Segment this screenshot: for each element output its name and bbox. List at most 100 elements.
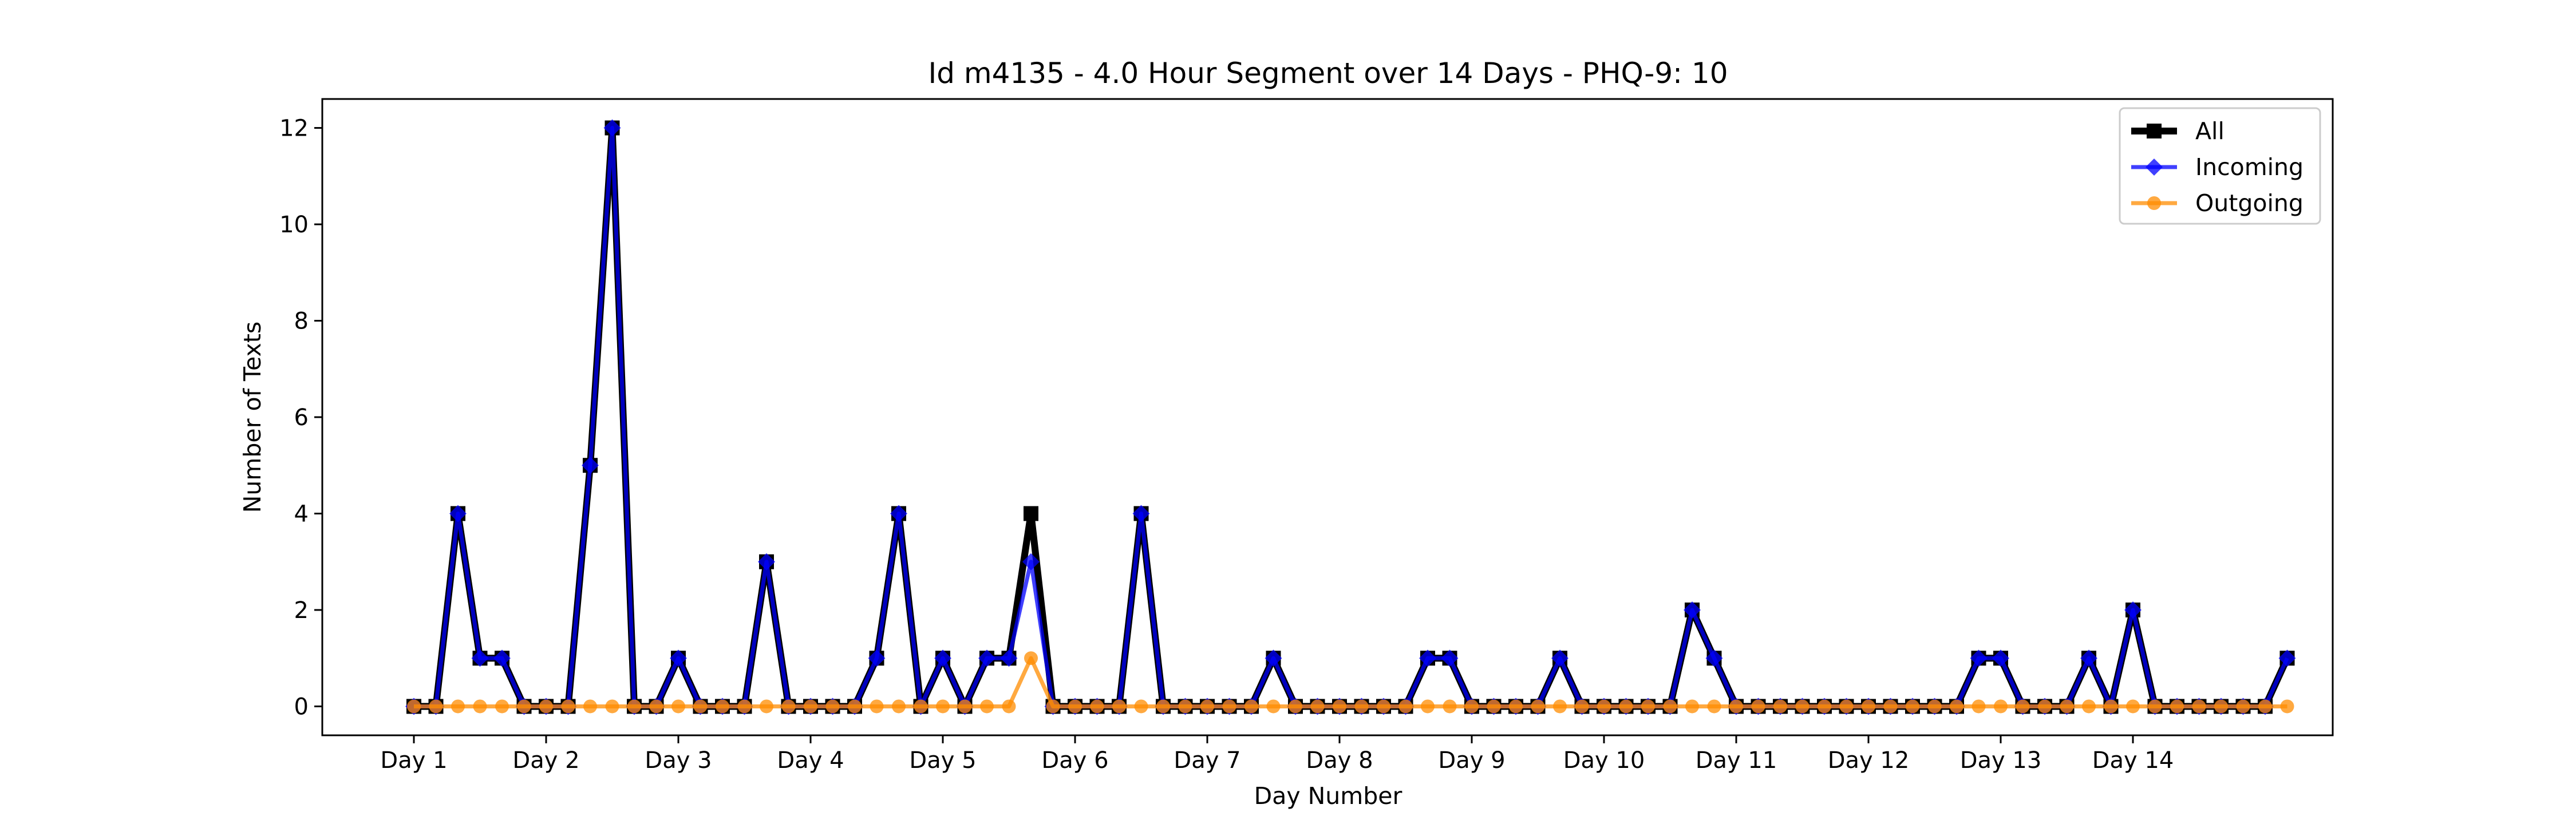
x-axis: Day 1 Day 2 Day 3 Day 4 Day 5 Day 6 Day 7 Day 8…: [380, 735, 2174, 774]
y-tick-label: 12: [279, 116, 309, 142]
data-point-outgoing: [2170, 699, 2184, 714]
y-tick-label: 8: [294, 308, 309, 335]
data-point-outgoing: [1354, 699, 1369, 714]
data-point-outgoing: [1156, 699, 1170, 714]
series-outgoing: [407, 651, 2294, 714]
legend-label: Incoming: [2195, 153, 2304, 181]
data-point-outgoing: [1685, 699, 1699, 714]
data-point-outgoing: [1663, 699, 1677, 714]
data-point-incoming: [493, 649, 511, 667]
data-point-outgoing: [1421, 699, 1435, 714]
data-point-outgoing: [1333, 699, 1346, 714]
data-point-outgoing: [2126, 699, 2140, 714]
data-point-outgoing: [1487, 699, 1501, 714]
data-point-incoming: [1970, 649, 1988, 667]
data-point-outgoing: [1178, 699, 1192, 714]
data-point-incoming: [1022, 553, 1040, 571]
chart-title: Id m4135 - 4.0 Hour Segment over 14 Days…: [928, 57, 1728, 90]
data-point-outgoing: [2236, 699, 2250, 714]
data-point-outgoing: [539, 699, 553, 714]
data-point-outgoing: [407, 699, 421, 714]
data-point-outgoing: [825, 699, 840, 714]
y-tick-label: 4: [294, 501, 309, 527]
x-axis-title: Day Number: [1254, 782, 1402, 810]
data-point-incoming: [1132, 505, 1150, 522]
data-point-outgoing: [451, 699, 465, 714]
data-point-outgoing: [2082, 699, 2096, 714]
data-point-outgoing: [1839, 699, 1854, 714]
data-point-incoming: [1551, 649, 1568, 667]
legend: All Incoming Outgoing: [2119, 107, 2321, 225]
data-point-outgoing: [1862, 699, 1875, 714]
data-point-outgoing: [561, 699, 575, 714]
data-point-outgoing: [848, 699, 862, 714]
data-point-incoming: [603, 119, 621, 137]
x-tick-label: Day 10: [1563, 747, 1645, 774]
data-point-outgoing: [892, 699, 906, 714]
data-point-outgoing: [1068, 699, 1082, 714]
data-point-outgoing: [2060, 699, 2074, 714]
data-point-incoming: [978, 649, 995, 667]
data-point-outgoing: [2192, 699, 2206, 714]
data-point-incoming: [1684, 601, 1701, 619]
data-point-outgoing: [1200, 699, 1214, 714]
data-point-outgoing: [495, 699, 509, 714]
legend-marker: [2147, 124, 2162, 138]
data-point-outgoing: [760, 699, 773, 714]
x-tick-label: Day 14: [2092, 747, 2174, 774]
data-point-outgoing: [958, 699, 972, 714]
data-point-incoming: [758, 553, 775, 571]
data-point-outgoing: [1795, 699, 1809, 714]
data-point-outgoing: [1597, 699, 1611, 714]
data-point-outgoing: [693, 699, 708, 714]
data-point-outgoing: [2148, 699, 2162, 714]
data-point-incoming: [2124, 601, 2142, 619]
x-tick-label: Day 6: [1041, 747, 1108, 774]
data-point-outgoing: [2280, 699, 2294, 714]
data-point-outgoing: [517, 699, 531, 714]
data-point-outgoing: [1024, 651, 1038, 665]
data-point-incoming: [1265, 649, 1282, 667]
x-tick-label: Day 3: [645, 747, 712, 774]
data-point-incoming: [471, 649, 489, 667]
data-point-incoming: [670, 649, 687, 667]
data-point-outgoing: [2214, 699, 2228, 714]
data-point-outgoing: [781, 699, 796, 714]
y-axis: 0 2 4 6 8 10 12: [279, 116, 322, 720]
data-point-outgoing: [1310, 699, 1325, 714]
data-point-outgoing: [1994, 699, 2008, 714]
data-point-outgoing: [1773, 699, 1787, 714]
legend-item-incoming: Incoming: [2131, 153, 2304, 181]
data-point-incoming: [1419, 649, 1436, 667]
data-point-outgoing: [429, 699, 443, 714]
data-point-outgoing: [716, 699, 729, 714]
data-point-outgoing: [2104, 699, 2118, 714]
x-tick-label: Day 11: [1696, 747, 1777, 774]
data-point-outgoing: [804, 699, 817, 714]
x-tick-label: Day 7: [1174, 747, 1240, 774]
legend-label: All: [2195, 117, 2225, 145]
data-point-outgoing: [1244, 699, 1258, 714]
y-tick-label: 6: [294, 405, 309, 431]
data-point-incoming: [1992, 649, 2009, 667]
x-tick-label: Day 2: [512, 747, 579, 774]
data-point-all: [1024, 506, 1038, 521]
legend-marker: [2146, 159, 2163, 176]
series-layer: [405, 119, 2296, 715]
data-point-outgoing: [1377, 699, 1390, 714]
data-point-outgoing: [671, 699, 685, 714]
data-point-outgoing: [583, 699, 597, 714]
legend-box: [2119, 107, 2321, 225]
y-tick-label: 10: [279, 212, 309, 238]
data-point-outgoing: [473, 699, 487, 714]
data-point-outgoing: [1465, 699, 1479, 714]
data-point-outgoing: [1289, 699, 1302, 714]
x-tick-label: Day 12: [1828, 747, 1910, 774]
data-point-incoming: [449, 505, 467, 522]
data-point-incoming: [868, 649, 886, 667]
data-point-outgoing: [649, 699, 663, 714]
data-point-outgoing: [1531, 699, 1545, 714]
data-point-outgoing: [1112, 699, 1126, 714]
y-tick-label: 0: [294, 694, 309, 720]
